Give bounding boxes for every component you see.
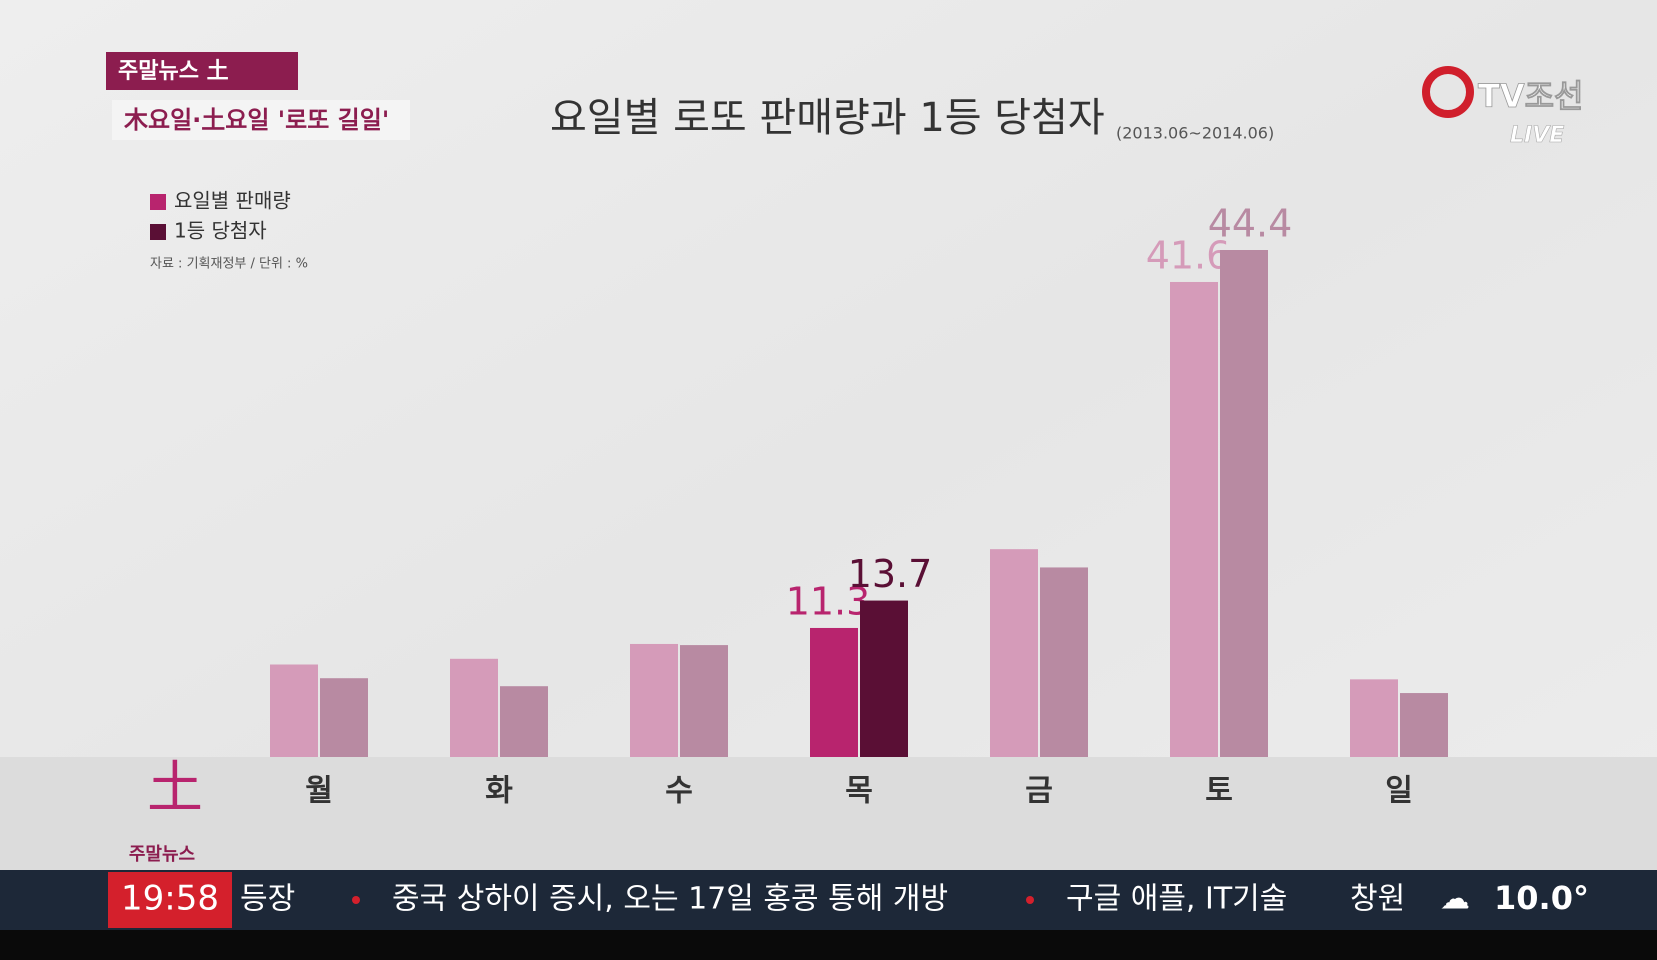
temperature: 10.0° <box>1494 879 1589 917</box>
x-tick-label: 금 <box>1025 774 1053 809</box>
bar <box>1040 567 1088 757</box>
bottom-band <box>0 930 1657 960</box>
weather-city: 창원 <box>1350 882 1405 917</box>
bar <box>990 549 1038 757</box>
bar <box>680 645 728 757</box>
x-tick-label: 토 <box>1205 774 1233 809</box>
bar <box>270 664 318 757</box>
source-note: 자료 : 기획재정부 / 단위 : % <box>150 257 308 272</box>
chart-subtitle: (2013.06~2014.06) <box>1116 124 1274 143</box>
x-tick-label: 월 <box>305 774 333 809</box>
bar <box>500 686 548 757</box>
chart-title: 요일별 로또 판매량과 1등 당첨자 <box>550 95 1105 141</box>
program-badge <box>106 52 298 90</box>
time-box <box>108 872 232 928</box>
ticker-item: 중국 상하이 증시, 오는 17일 홍콩 통해 개방 <box>392 882 948 917</box>
bar <box>630 643 678 757</box>
bar <box>320 678 368 757</box>
bar <box>1350 679 1398 757</box>
legend-swatch <box>150 194 166 210</box>
program-name: 주말뉴스 土 <box>118 59 229 84</box>
ticker-dot <box>352 896 360 904</box>
bar <box>860 600 908 757</box>
ticker-bar <box>0 870 1657 930</box>
x-tick-label: 수 <box>665 774 693 809</box>
headline-box <box>112 100 410 140</box>
value-label: 11.3 <box>786 579 871 623</box>
weather-icon: ☁ <box>1440 882 1470 917</box>
x-tick-label: 화 <box>485 774 513 809</box>
ticker-item: 등장 <box>240 882 295 917</box>
headline: 木요일·土요일 '로또 길일' <box>123 106 389 134</box>
bar <box>1400 693 1448 757</box>
category-strip <box>0 757 1657 870</box>
ticker-dot <box>1026 896 1034 904</box>
legend-label: 1등 당첨자 <box>174 219 267 243</box>
bar <box>450 658 498 757</box>
corner-mark: 土 <box>147 756 203 821</box>
clock: 19:58 <box>121 879 219 919</box>
bar <box>1170 281 1218 757</box>
ticker-item: 구글 애플, IT기술 <box>1066 882 1287 917</box>
legend-swatch <box>150 224 166 240</box>
corner-label: 주말뉴스 <box>129 844 195 865</box>
value-label: 44.4 <box>1208 202 1293 246</box>
legend-label: 요일별 판매량 <box>174 189 291 213</box>
bar <box>1220 250 1268 757</box>
live-label: LIVE <box>1510 123 1564 148</box>
logo-mark <box>1422 66 1474 118</box>
x-tick-label: 일 <box>1385 774 1413 809</box>
logo: TV조선 <box>1478 77 1583 115</box>
value-label: 13.7 <box>848 552 933 596</box>
bar <box>810 627 858 757</box>
value-label: 41.6 <box>1146 233 1231 277</box>
x-tick-label: 목 <box>845 774 873 809</box>
